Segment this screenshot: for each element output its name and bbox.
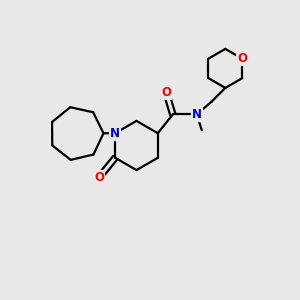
Text: N: N [110, 127, 120, 140]
Text: O: O [161, 86, 171, 99]
Text: O: O [94, 171, 104, 184]
Text: O: O [237, 52, 247, 65]
Text: N: N [192, 108, 202, 121]
